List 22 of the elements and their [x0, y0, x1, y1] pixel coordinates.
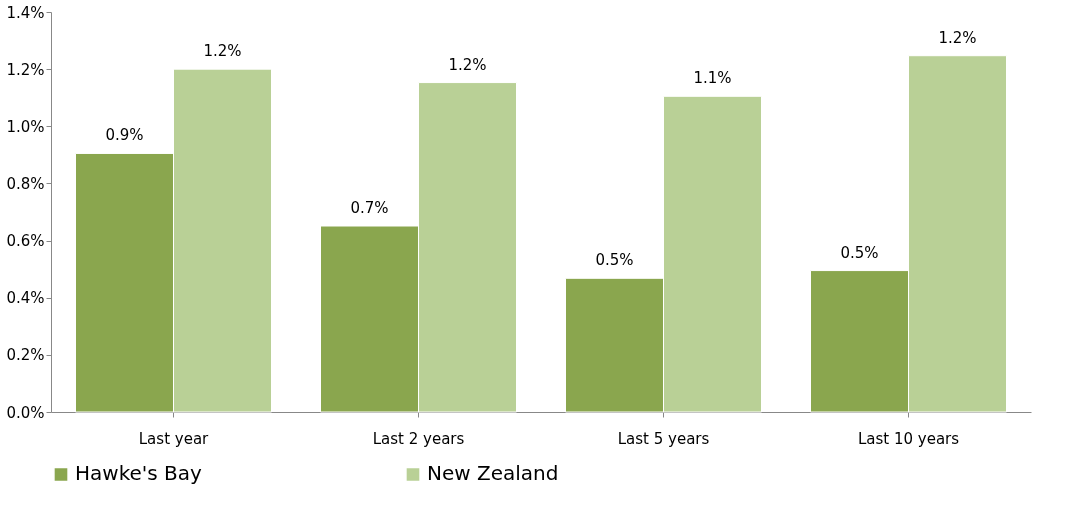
y-tick-label: 0.6%: [6, 232, 45, 251]
data-label: 1.2%: [203, 42, 242, 61]
data-label: 1.2%: [448, 55, 487, 74]
y-tick-label: 0.8%: [6, 174, 45, 193]
y-tick-label: 0.2%: [6, 346, 45, 365]
data-label: 0.9%: [105, 126, 144, 145]
data-label: 0.5%: [595, 251, 634, 270]
data-label: 0.7%: [350, 199, 389, 217]
data-label: 1.2%: [938, 28, 977, 47]
data-label: 1.1%: [693, 69, 732, 88]
x-tick-label: Last year: [138, 429, 210, 448]
legend-label: New Zealand: [427, 461, 559, 486]
y-tick-label: 1.2%: [6, 60, 45, 79]
x-tick-label: Last 5 years: [617, 429, 710, 448]
y-tick-label: 1.4%: [6, 3, 45, 22]
x-tick-label: Last 10 years: [857, 429, 960, 448]
data-label: 0.5%: [840, 243, 879, 262]
y-tick-label: 1.0%: [6, 117, 45, 136]
legend-label: Hawke's Bay: [75, 461, 203, 486]
y-tick-label: 0.4%: [6, 289, 45, 308]
x-tick-label: Last 2 years: [372, 429, 465, 448]
y-tick-label: 0.0%: [6, 403, 45, 422]
